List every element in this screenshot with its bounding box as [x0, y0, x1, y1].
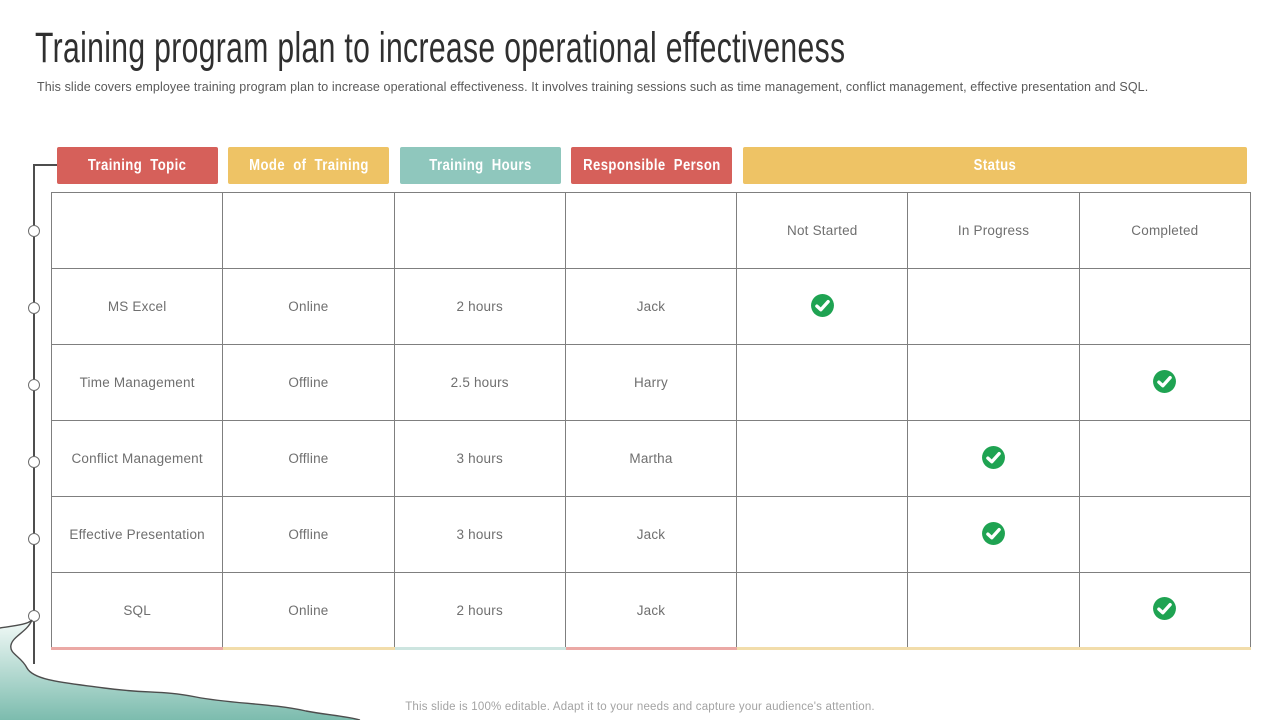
- column-header-label: Training Hours: [429, 156, 532, 174]
- training-program-table: Not Started In Progress Completed MS Exc…: [50, 192, 1252, 650]
- column-header-mode-of-training: Mode of Training: [228, 147, 389, 184]
- status-cell-in-progress: [907, 496, 1080, 573]
- mode-cell: Online: [222, 268, 395, 345]
- column-header-label: Responsible Person: [582, 156, 721, 174]
- column-header-responsible-person: Responsible Person: [571, 147, 732, 184]
- check-circle-icon: [1152, 369, 1177, 394]
- status-cell-not-started: [736, 344, 909, 421]
- timeline-node: [28, 610, 40, 622]
- status-cell-completed: [1078, 268, 1252, 345]
- topic-cell: Effective Presentation: [50, 496, 224, 573]
- check-circle-icon: [981, 521, 1006, 546]
- status-cell-completed: [1078, 344, 1252, 421]
- slide-subtitle: This slide covers employee training prog…: [37, 80, 1149, 94]
- subheader-not-started: Not Started: [736, 192, 909, 269]
- column-header-status: Status: [743, 147, 1247, 184]
- check-circle-icon: [1152, 596, 1177, 621]
- empty-cell: [564, 192, 738, 269]
- empty-cell: [222, 192, 395, 269]
- table-row: MS Excel Online 2 hours Jack: [50, 268, 1252, 345]
- empty-cell: [393, 192, 566, 269]
- topic-cell: Conflict Management: [50, 420, 224, 497]
- page-title: Training program plan to increase operat…: [35, 24, 1193, 73]
- hours-cell: 3 hours: [393, 496, 566, 573]
- mode-cell: Online: [222, 572, 395, 650]
- hours-cell: 3 hours: [393, 420, 566, 497]
- status-cell-in-progress: [907, 572, 1080, 650]
- person-cell: Jack: [564, 496, 738, 573]
- column-header-label: Mode of Training: [248, 156, 369, 174]
- mode-cell: Offline: [222, 496, 395, 573]
- status-cell-not-started: [736, 572, 909, 650]
- mode-cell: Offline: [222, 420, 395, 497]
- timeline-connector-vertical: [33, 164, 35, 664]
- status-cell-in-progress: [907, 268, 1080, 345]
- timeline-node: [28, 456, 40, 468]
- status-cell-in-progress: [907, 344, 1080, 421]
- column-header-training-hours: Training Hours: [400, 147, 561, 184]
- check-circle-icon: [810, 293, 835, 318]
- person-cell: Jack: [564, 572, 738, 650]
- column-header-label: Status: [973, 156, 1017, 174]
- table-row: Conflict Management Offline 3 hours Mart…: [50, 420, 1252, 497]
- table-row: SQL Online 2 hours Jack: [50, 572, 1252, 650]
- topic-cell: Time Management: [50, 344, 224, 421]
- timeline-node: [28, 302, 40, 314]
- status-cell-not-started: [736, 268, 909, 345]
- person-cell: Harry: [564, 344, 738, 421]
- slide-footer-note: This slide is 100% editable. Adapt it to…: [405, 701, 875, 713]
- page-title-text: Training program plan to increase operat…: [35, 24, 846, 72]
- hours-cell: 2 hours: [393, 268, 566, 345]
- subheader-in-progress: In Progress: [907, 192, 1080, 269]
- mode-cell: Offline: [222, 344, 395, 421]
- status-cell-completed: [1078, 496, 1252, 573]
- status-cell-not-started: [736, 496, 909, 573]
- timeline-node: [28, 379, 40, 391]
- hours-cell: 2.5 hours: [393, 344, 566, 421]
- timeline-node: [28, 533, 40, 545]
- column-header-label: Training Topic: [88, 156, 187, 174]
- topic-cell: MS Excel: [50, 268, 224, 345]
- subheader-completed: Completed: [1078, 192, 1252, 269]
- status-cell-in-progress: [907, 420, 1080, 497]
- table-row: Effective Presentation Offline 3 hours J…: [50, 496, 1252, 573]
- table-row: Time Management Offline 2.5 hours Harry: [50, 344, 1252, 421]
- status-cell-completed: [1078, 420, 1252, 497]
- status-cell-not-started: [736, 420, 909, 497]
- status-cell-completed: [1078, 572, 1252, 650]
- wave-decoration: [0, 619, 361, 720]
- column-header-training-topic: Training Topic: [57, 147, 218, 184]
- timeline-node: [28, 225, 40, 237]
- person-cell: Jack: [564, 268, 738, 345]
- person-cell: Martha: [564, 420, 738, 497]
- empty-cell: [50, 192, 224, 269]
- timeline-connector-horizontal: [33, 164, 59, 166]
- hours-cell: 2 hours: [393, 572, 566, 650]
- topic-cell: SQL: [50, 572, 224, 650]
- status-subheader-row: Not Started In Progress Completed: [50, 192, 1252, 269]
- check-circle-icon: [981, 445, 1006, 470]
